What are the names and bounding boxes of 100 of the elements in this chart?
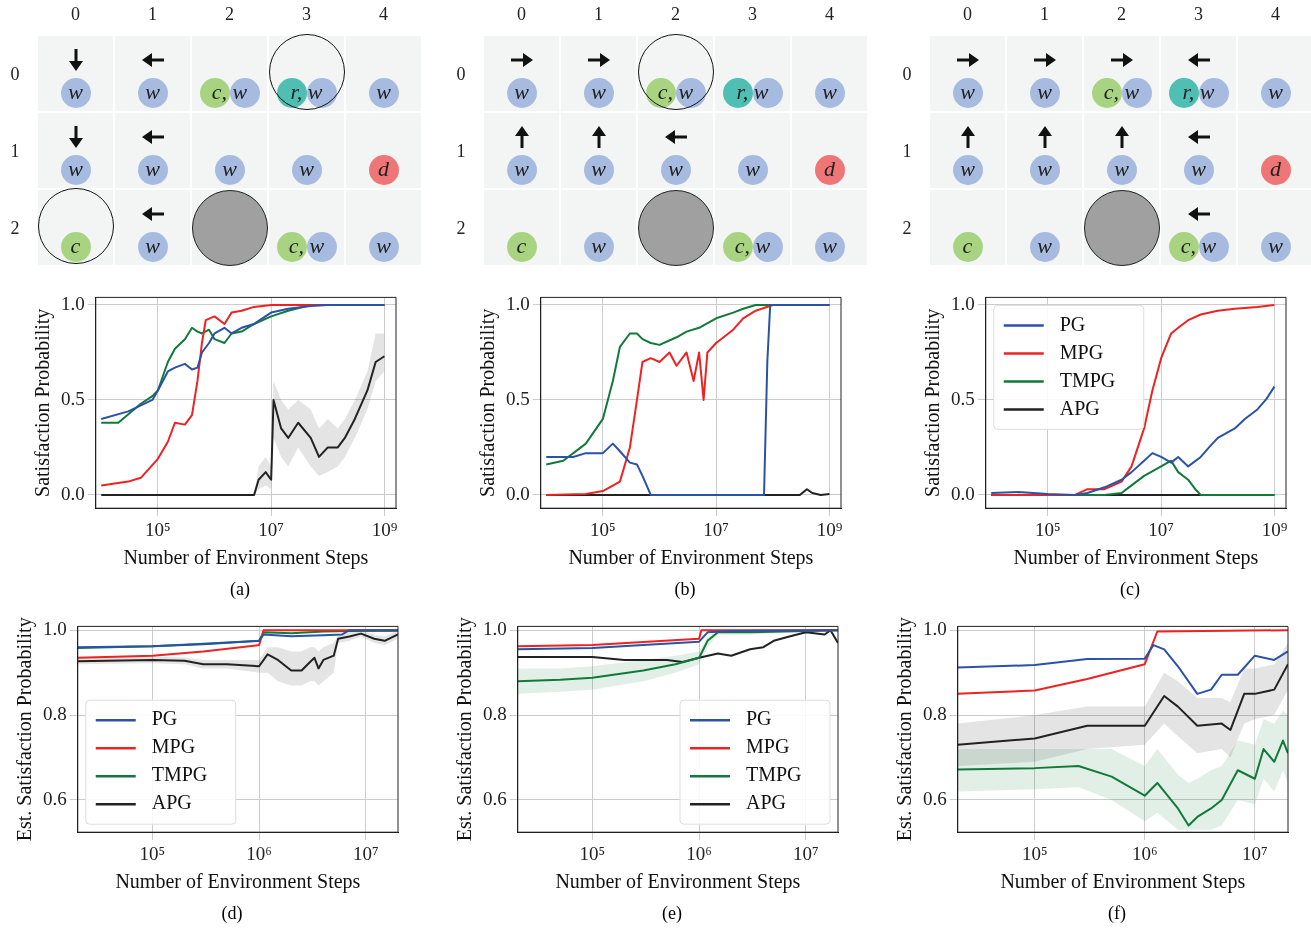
x-tick-label: 10⁹	[371, 518, 398, 540]
y-tick-label: 0.5	[506, 387, 530, 409]
text: w	[222, 156, 237, 181]
text: w	[822, 79, 837, 104]
x-tick-label: 1	[594, 3, 603, 25]
text: w	[960, 79, 975, 104]
text: (e)	[662, 903, 682, 924]
x-axis-title: Number of Environment Steps	[1000, 870, 1246, 894]
text: w	[376, 233, 391, 258]
x-tick-label: 10⁵	[145, 518, 171, 540]
text: w	[591, 79, 606, 104]
text: c, w	[657, 79, 694, 104]
text: w	[1191, 156, 1206, 181]
x-tick-label: 4	[1271, 3, 1280, 25]
x-tick-label: 4	[379, 3, 388, 25]
y-tick-label: 0.6	[483, 787, 507, 809]
x-tick-label: 1	[148, 3, 157, 25]
text: d	[378, 156, 389, 181]
y-tick-label: 0	[456, 63, 466, 84]
text: w	[514, 79, 529, 104]
text: w	[68, 79, 83, 104]
text: w	[1268, 79, 1283, 104]
y-tick-label: 0.8	[43, 703, 67, 725]
x-tick-label: 10⁵	[1035, 518, 1061, 540]
y-axis-title: Est. Satisfaction Probability	[893, 617, 917, 842]
y-axis-title: Satisfaction Probability	[476, 308, 500, 497]
x-axis-title: Number of Environment Steps	[1013, 546, 1259, 570]
legend-label: TMPG	[151, 763, 208, 786]
x-tick-label: 2	[1117, 3, 1126, 25]
y-tick-label: 1	[902, 140, 912, 161]
legend-label: APG	[746, 791, 787, 814]
x-tick-label: 10⁶	[246, 842, 272, 864]
text: w	[145, 233, 160, 258]
y-tick-label: 2	[456, 217, 466, 238]
text: c, w	[211, 79, 248, 104]
x-axis-title: Number of Environment Steps	[568, 546, 814, 570]
y-tick-label: 1.0	[506, 292, 530, 314]
x-tick-label: 10⁵	[139, 842, 166, 864]
text: r, w	[1182, 79, 1215, 104]
x-tick-label: 10⁷	[258, 518, 284, 540]
text: w	[1114, 156, 1129, 181]
x-tick-label: 10⁷	[1242, 842, 1268, 864]
text: w	[145, 79, 160, 104]
x-tick-label: 10⁷	[703, 518, 729, 540]
y-tick-label: 1.0	[43, 618, 67, 640]
y-tick-label: 0	[10, 63, 20, 84]
y-tick-label: 1	[456, 140, 466, 161]
x-tick-label: 1	[1040, 3, 1049, 25]
x-tick-label: 4	[825, 3, 834, 25]
text: w	[514, 156, 529, 181]
y-tick-label: 1.0	[483, 618, 507, 640]
legend-label: MPG	[746, 735, 790, 758]
text: (a)	[230, 579, 250, 600]
y-tick-label: 1.0	[951, 292, 975, 314]
legend-label: TMPG	[1059, 368, 1116, 391]
text: (b)	[674, 579, 696, 600]
x-axis-title: Number of Environment Steps	[115, 870, 361, 894]
text: r, w	[290, 79, 323, 104]
x-tick-label: 10⁶	[1131, 842, 1158, 864]
y-tick-label: 0	[902, 63, 912, 84]
text: d	[1270, 156, 1281, 181]
x-tick-label: 10⁷	[793, 842, 819, 864]
legend-label: PG	[746, 707, 772, 730]
text: (f)	[1108, 903, 1126, 924]
y-axis-title: Satisfaction Probability	[921, 308, 945, 497]
legend-label: APG	[151, 791, 192, 814]
x-tick-label: 2	[671, 3, 680, 25]
text: w	[1037, 156, 1052, 181]
legend-label: APG	[1059, 396, 1100, 419]
y-tick-label: 0.5	[951, 387, 975, 409]
x-tick-label: 10⁵	[579, 842, 606, 864]
y-tick-label: 0.8	[483, 703, 507, 725]
text: c	[962, 233, 973, 258]
x-tick-label: 10⁷	[353, 842, 379, 864]
text: w	[960, 156, 975, 181]
text: c, w	[1103, 79, 1140, 104]
text: w	[668, 156, 683, 181]
x-axis-title: Number of Environment Steps	[123, 546, 369, 570]
x-tick-label: 10⁹	[816, 518, 843, 540]
text: c	[516, 233, 527, 258]
y-tick-label: 0.5	[61, 387, 85, 409]
text: w	[745, 156, 760, 181]
text: w	[1037, 233, 1052, 258]
x-tick-label: 2	[225, 3, 234, 25]
text: c, w	[1180, 233, 1217, 258]
y-axis-title: Satisfaction Probability	[31, 308, 55, 497]
legend-label: PG	[1059, 312, 1086, 335]
text: w	[822, 233, 837, 258]
y-tick-label: 0.6	[923, 787, 947, 809]
y-axis-title: Est. Satisfaction Probability	[453, 617, 477, 842]
text: d	[824, 156, 835, 181]
y-tick-label: 0.0	[61, 482, 85, 504]
text: w	[591, 156, 606, 181]
x-tick-label: 10⁷	[1148, 518, 1174, 540]
y-tick-label: 0.0	[951, 482, 975, 504]
y-tick-label: 2	[10, 217, 20, 238]
y-tick-label: 0.0	[506, 482, 530, 504]
y-tick-label: 0.8	[923, 703, 947, 725]
text: c	[70, 233, 81, 258]
y-axis-title: Est. Satisfaction Probability	[13, 617, 37, 842]
